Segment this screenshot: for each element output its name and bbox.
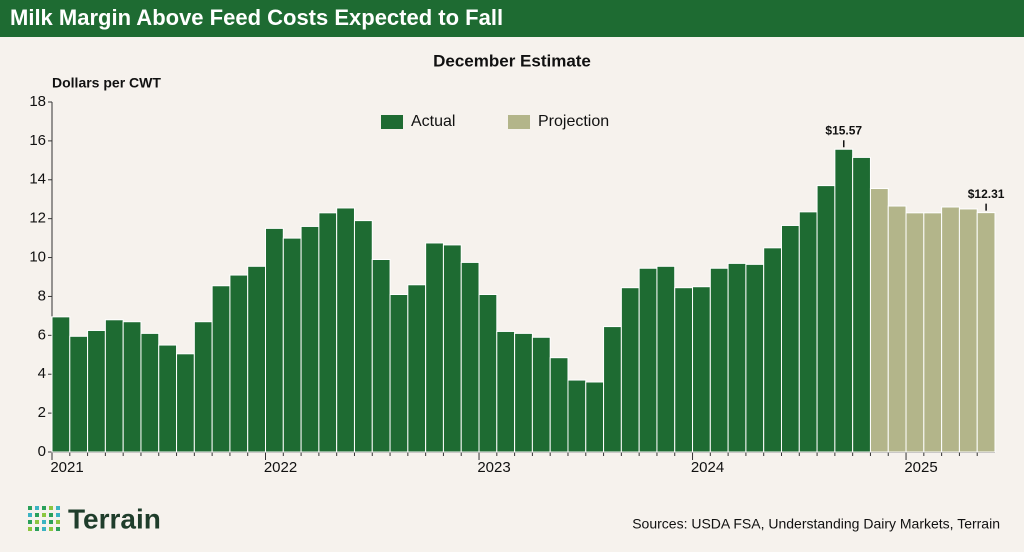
logo-dots <box>28 506 60 531</box>
bar <box>122 321 142 453</box>
x-tick-label: 2025 <box>904 459 937 476</box>
x-tick-label: 2023 <box>477 459 510 476</box>
bar <box>709 267 729 453</box>
bar <box>585 381 605 453</box>
y-tick-label: 14 <box>29 171 46 188</box>
bar <box>211 285 231 453</box>
bar <box>265 227 284 453</box>
bar <box>425 242 444 453</box>
logo-text: Terrain <box>68 503 161 534</box>
bar <box>941 206 960 453</box>
bar <box>531 336 551 453</box>
x-tick-label: 2022 <box>264 459 297 476</box>
bar <box>140 332 160 453</box>
bar <box>834 148 854 453</box>
bar <box>300 225 320 453</box>
y-tick-label: 18 <box>29 93 46 110</box>
y-tick-label: 10 <box>29 249 46 266</box>
bar <box>923 212 943 453</box>
bar <box>69 335 89 453</box>
bar <box>353 220 373 453</box>
bar <box>780 224 800 453</box>
bar <box>496 330 516 453</box>
y-axis-label: Dollars per CWT <box>52 75 161 91</box>
bar <box>389 294 409 453</box>
bar <box>460 261 480 453</box>
bar <box>247 265 267 453</box>
y-tick-label: 12 <box>29 210 46 227</box>
bar <box>87 329 106 453</box>
bar <box>104 319 124 453</box>
y-tick-label: 4 <box>38 365 46 382</box>
page-title: Milk Margin Above Feed Costs Expected to… <box>10 5 503 30</box>
bar <box>674 287 694 453</box>
bar <box>869 188 889 453</box>
y-tick-label: 0 <box>38 443 46 460</box>
bar <box>229 274 249 453</box>
source-note: Sources: USDA FSA, Understanding Dairy M… <box>632 516 1000 532</box>
x-tick-label: 2024 <box>691 459 724 476</box>
legend-label: Projection <box>538 113 609 130</box>
bar <box>976 212 996 453</box>
chart-title: December Estimate <box>433 51 591 70</box>
bar <box>193 321 213 453</box>
bar <box>567 379 587 453</box>
value-label: $15.57 <box>825 123 862 137</box>
bar <box>442 244 462 453</box>
legend-swatch <box>508 115 530 129</box>
bar <box>620 287 640 453</box>
bar <box>763 247 782 453</box>
bar <box>852 156 871 453</box>
x-tick-label: 2021 <box>50 459 83 476</box>
bar <box>727 262 747 453</box>
bar <box>514 332 533 453</box>
bar <box>958 208 978 453</box>
value-label: $12.31 <box>968 187 1005 201</box>
bar <box>638 267 658 453</box>
bar <box>371 259 391 453</box>
bar <box>692 286 711 453</box>
y-tick-label: 8 <box>38 287 46 304</box>
bar <box>51 316 71 453</box>
bar <box>158 344 178 453</box>
bar <box>407 284 427 453</box>
header-band <box>0 0 1024 37</box>
bar <box>478 294 498 453</box>
y-tick-label: 2 <box>38 404 46 421</box>
bar <box>745 263 765 453</box>
y-tick-label: 6 <box>38 326 46 343</box>
bar <box>656 265 676 453</box>
bar <box>549 357 569 453</box>
bar <box>816 185 836 453</box>
bar <box>318 212 338 453</box>
bar <box>176 353 195 453</box>
bar <box>282 237 302 453</box>
bar <box>603 326 622 453</box>
legend-swatch <box>381 115 403 129</box>
legend-label: Actual <box>411 113 455 130</box>
bar <box>798 211 818 453</box>
bar <box>336 207 355 453</box>
y-tick-label: 16 <box>29 132 46 149</box>
bar <box>887 205 907 453</box>
bar <box>905 212 925 453</box>
